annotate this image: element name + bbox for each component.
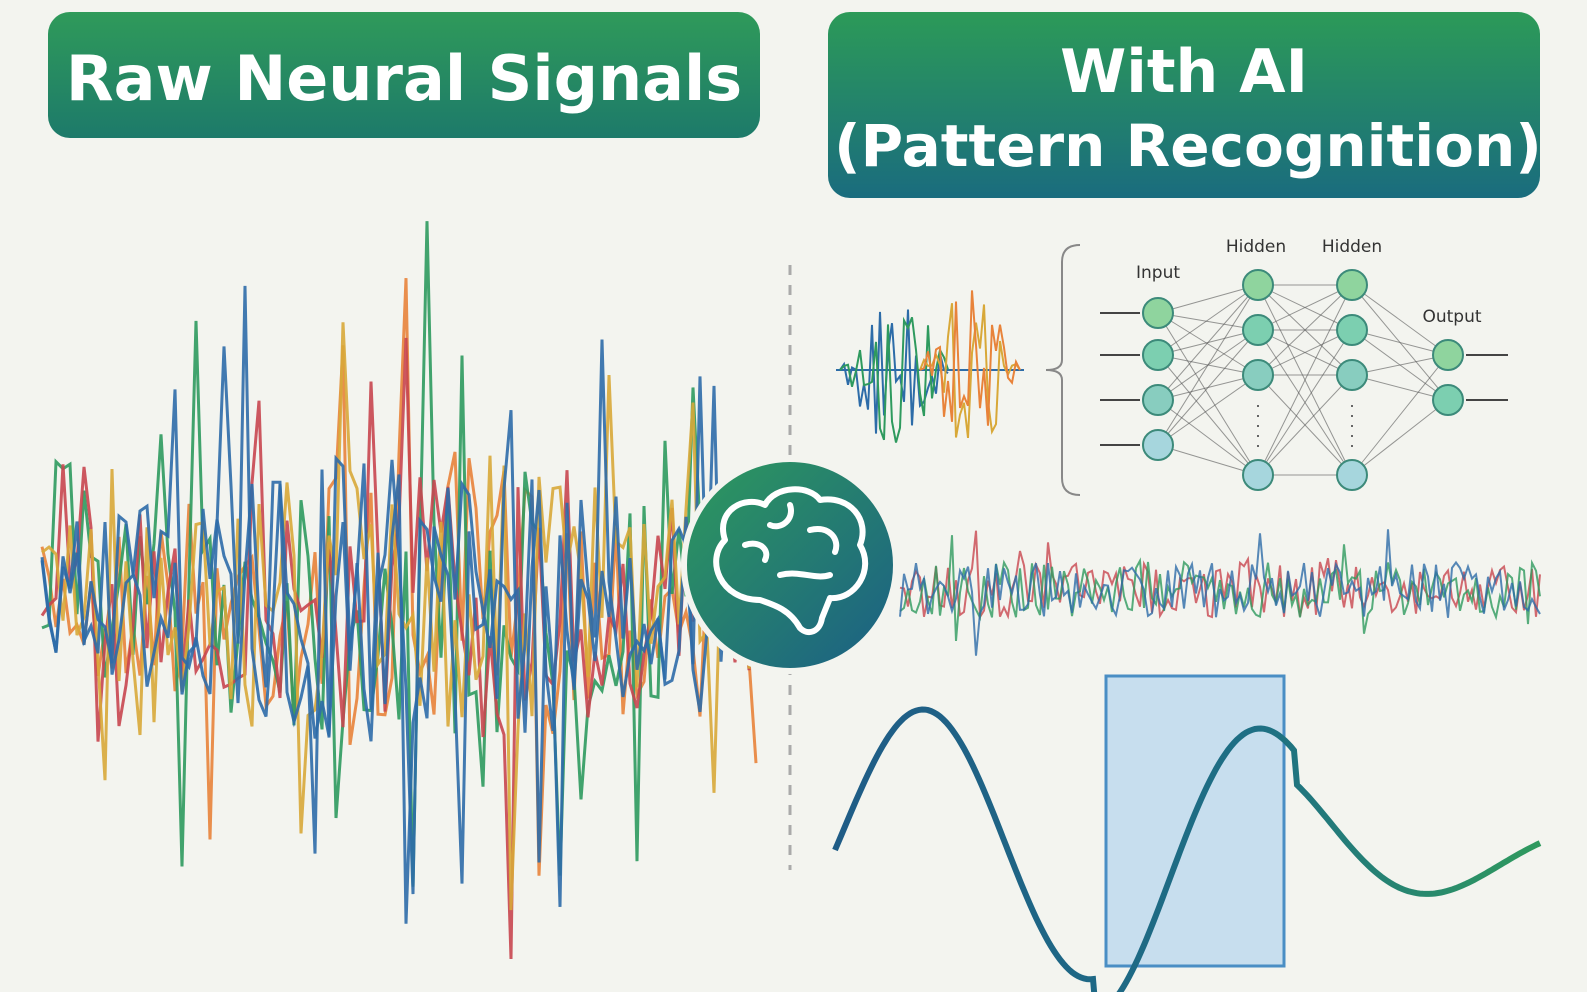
illustration: Raw Neural Signals With AI (Pattern Reco…	[0, 0, 1587, 992]
node	[1337, 270, 1367, 300]
node	[1337, 360, 1367, 390]
node	[1337, 315, 1367, 345]
node	[1243, 460, 1273, 490]
right-subtitle: (Pattern Recognition)	[834, 112, 1542, 180]
node	[1143, 385, 1173, 415]
right-title: With AI	[1060, 37, 1308, 107]
hidden-label: Hidden	[1322, 237, 1382, 257]
node	[1143, 340, 1173, 370]
node	[1337, 460, 1367, 490]
node	[1433, 385, 1463, 415]
node	[1243, 360, 1273, 390]
output-label: Output	[1422, 307, 1481, 327]
node	[1243, 270, 1273, 300]
node	[1143, 430, 1173, 460]
page: Raw Neural Signals With AI (Pattern Reco…	[0, 0, 1587, 992]
left-title: Raw Neural Signals	[66, 42, 742, 115]
node	[1433, 340, 1463, 370]
hidden-label: Hidden	[1226, 237, 1286, 257]
node	[1243, 315, 1273, 345]
input-label: Input	[1136, 263, 1180, 283]
node	[1143, 298, 1173, 328]
